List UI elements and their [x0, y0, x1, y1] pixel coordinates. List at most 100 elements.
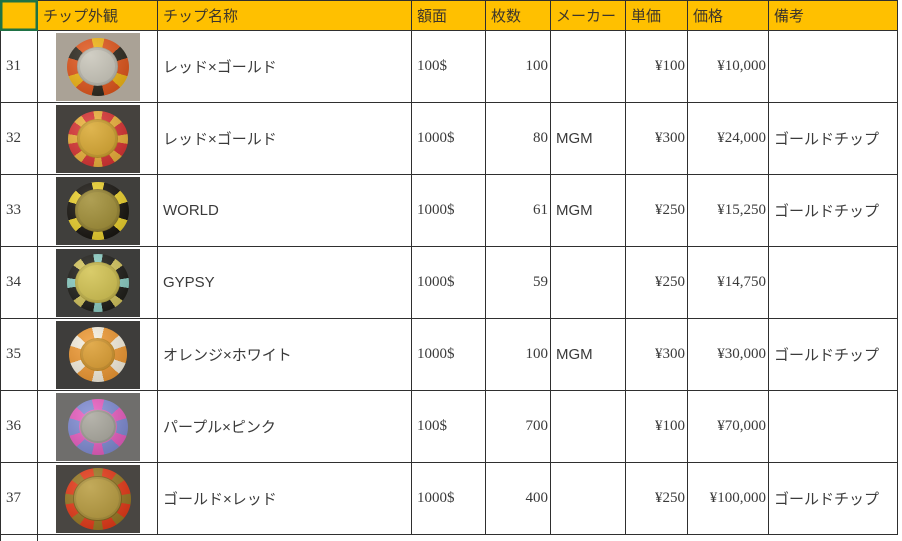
- cell-face-value[interactable]: 1000$: [411, 174, 486, 247]
- cell-note[interactable]: [768, 246, 898, 319]
- cell-maker[interactable]: [550, 30, 626, 103]
- cell-maker[interactable]: MGM: [550, 318, 626, 391]
- chip-center: [73, 475, 122, 522]
- cell-unit-price[interactable]: ¥300: [625, 318, 688, 391]
- cell-chip-name[interactable]: オレンジ×ホワイト: [157, 318, 412, 391]
- cell-face-value[interactable]: 1000$: [411, 462, 486, 535]
- table-row: 35 オレンジ×ホワイト 1000$ 100 MGM ¥300 ¥30,000 …: [0, 318, 898, 391]
- col-header-price[interactable]: 価格: [687, 0, 769, 31]
- poker-chip-graphic: [67, 110, 128, 167]
- cell-note[interactable]: ゴールドチップ: [768, 102, 898, 175]
- chip-photo-image: [55, 320, 140, 389]
- cell-face-value[interactable]: 1000$: [411, 318, 486, 391]
- table-row: 37 ゴールド×レッド 1000$ 400 ¥250 ¥100,000 ゴールド…: [0, 462, 898, 535]
- cell-unit-price[interactable]: ¥300: [625, 102, 688, 175]
- cell-maker[interactable]: [550, 246, 626, 319]
- cell-chip-name[interactable]: GYPSY: [157, 246, 412, 319]
- cell-chip-name[interactable]: ゴールド×レッド: [157, 462, 412, 535]
- cell-count[interactable]: 61: [485, 174, 551, 247]
- cell-row-number[interactable]: 33: [0, 174, 38, 247]
- table-row: 34 GYPSY 1000$ 59 ¥250 ¥14,750: [0, 246, 898, 319]
- cell-maker[interactable]: MGM: [550, 102, 626, 175]
- col-header-note[interactable]: 備考: [768, 0, 898, 31]
- partial-grid-left: [0, 534, 1, 541]
- cell-chip-appearance[interactable]: [37, 174, 158, 247]
- chip-center: [76, 119, 119, 158]
- cell-chip-appearance[interactable]: [37, 102, 158, 175]
- cell-maker[interactable]: [550, 462, 626, 535]
- chip-center: [78, 408, 117, 445]
- poker-chip-graphic: [66, 37, 129, 96]
- chip-center: [79, 337, 116, 372]
- cell-maker[interactable]: [550, 390, 626, 463]
- col-header-name[interactable]: チップ名称: [157, 0, 412, 31]
- cell-face-value[interactable]: 1000$: [411, 246, 486, 319]
- col-header-face[interactable]: 額面: [411, 0, 486, 31]
- cell-row-number[interactable]: 34: [0, 246, 38, 319]
- cell-price[interactable]: ¥100,000: [687, 462, 769, 535]
- cell-unit-price[interactable]: ¥250: [625, 246, 688, 319]
- cell-price[interactable]: ¥24,000: [687, 102, 769, 175]
- cell-chip-appearance[interactable]: [37, 246, 158, 319]
- cell-count[interactable]: 100: [485, 30, 551, 103]
- cell-price[interactable]: ¥70,000: [687, 390, 769, 463]
- cell-chip-name[interactable]: パープル×ピンク: [157, 390, 412, 463]
- cell-note[interactable]: ゴールドチップ: [768, 462, 898, 535]
- cell-count[interactable]: 80: [485, 102, 551, 175]
- cell-note[interactable]: ゴールドチップ: [768, 174, 898, 247]
- cell-chip-appearance[interactable]: [37, 30, 158, 103]
- cell-price[interactable]: ¥30,000: [687, 318, 769, 391]
- chip-photo-image: [55, 464, 140, 533]
- col-header-appearance[interactable]: チップ外観: [37, 0, 158, 31]
- cell-row-number[interactable]: 31: [0, 30, 38, 103]
- cell-price[interactable]: ¥10,000: [687, 30, 769, 103]
- cell-face-value[interactable]: 100$: [411, 390, 486, 463]
- cell-unit-price[interactable]: ¥250: [625, 174, 688, 247]
- poker-chip-graphic: [66, 253, 129, 312]
- cell-row-number[interactable]: 35: [0, 318, 38, 391]
- cell-row-number[interactable]: 37: [0, 462, 38, 535]
- col-header-count[interactable]: 枚数: [485, 0, 551, 31]
- cell-unit-price[interactable]: ¥100: [625, 390, 688, 463]
- cell-count[interactable]: 59: [485, 246, 551, 319]
- col-header-unit[interactable]: 単価: [625, 0, 688, 31]
- poker-chip-graphic: [68, 327, 127, 382]
- cell-count[interactable]: 400: [485, 462, 551, 535]
- cell-chip-name[interactable]: レッド×ゴールド: [157, 30, 412, 103]
- poker-chip-graphic: [66, 181, 129, 240]
- cell-note[interactable]: ゴールドチップ: [768, 318, 898, 391]
- cell-chip-appearance[interactable]: [37, 462, 158, 535]
- header-row: チップ外観 チップ名称 額面 枚数 メーカー 単価 価格 備考: [0, 0, 898, 31]
- chip-center: [76, 46, 119, 87]
- cell-chip-name[interactable]: レッド×ゴールド: [157, 102, 412, 175]
- cell-count[interactable]: 700: [485, 390, 551, 463]
- cell-note[interactable]: [768, 30, 898, 103]
- cell-unit-price[interactable]: ¥250: [625, 462, 688, 535]
- poker-chip-graphic: [67, 398, 128, 455]
- chip-photo-image: [55, 104, 140, 173]
- cell-row-number[interactable]: 32: [0, 102, 38, 175]
- cell-maker[interactable]: MGM: [550, 174, 626, 247]
- col-header-rownum[interactable]: [0, 0, 38, 31]
- cell-count[interactable]: 100: [485, 318, 551, 391]
- chip-center: [74, 189, 121, 232]
- chip-photo-image: [55, 392, 140, 461]
- chip-photo-image: [55, 248, 140, 317]
- table-body: 31 レッド×ゴールド 100$ 100 ¥100 ¥10,000 32 レッド…: [0, 30, 898, 535]
- cell-face-value[interactable]: 1000$: [411, 102, 486, 175]
- cell-face-value[interactable]: 100$: [411, 30, 486, 103]
- cell-row-number[interactable]: 36: [0, 390, 38, 463]
- table-row: 36 パープル×ピンク 100$ 700 ¥100 ¥70,000: [0, 390, 898, 463]
- cell-chip-name[interactable]: WORLD: [157, 174, 412, 247]
- table-row: 31 レッド×ゴールド 100$ 100 ¥100 ¥10,000: [0, 30, 898, 103]
- cell-price[interactable]: ¥15,250: [687, 174, 769, 247]
- cell-unit-price[interactable]: ¥100: [625, 30, 688, 103]
- cell-price[interactable]: ¥14,750: [687, 246, 769, 319]
- cell-chip-appearance[interactable]: [37, 318, 158, 391]
- table-row: 32 レッド×ゴールド 1000$ 80 MGM ¥300 ¥24,000 ゴー…: [0, 102, 898, 175]
- col-header-maker[interactable]: メーカー: [550, 0, 626, 31]
- cell-note[interactable]: [768, 390, 898, 463]
- partial-grid-col1: [37, 534, 38, 541]
- cell-chip-appearance[interactable]: [37, 390, 158, 463]
